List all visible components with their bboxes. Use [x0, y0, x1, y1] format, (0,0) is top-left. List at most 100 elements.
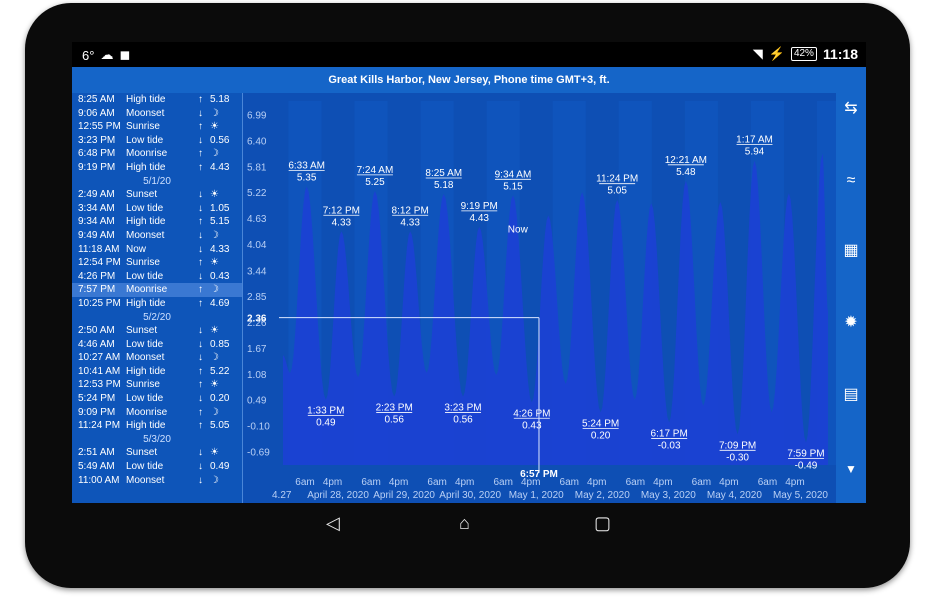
tide-time-label: 5:24 PM [582, 418, 619, 429]
tide-event-row[interactable]: 10:27 AM Moonset ↓ ☽ [72, 351, 242, 365]
event-value: ☽ [210, 107, 219, 119]
event-name: Low tide [126, 461, 164, 473]
event-time: 10:25 PM [78, 297, 121, 309]
page-title: Great Kills Harbor, New Jersey, Phone ti… [72, 67, 866, 93]
event-arrow: ↓ [198, 189, 203, 201]
event-arrow: ↑ [198, 216, 203, 228]
event-time: 9:49 AM [78, 229, 115, 241]
clock: 11:18 [822, 46, 858, 62]
event-time: 9:09 PM [78, 406, 116, 418]
back-button[interactable]: ◁ [326, 513, 340, 533]
tide-event-row[interactable]: 9:34 AM High tide ↑ 5.15 [72, 215, 242, 229]
tide-event-row[interactable]: 12:55 PM Sunrise ↑ ☀ [72, 120, 242, 134]
y-tick-label: 0.49 [247, 396, 267, 407]
waves-icon[interactable]: ≈ [846, 172, 856, 189]
event-name: Moonset [126, 474, 165, 486]
tide-event-row[interactable]: 9:49 AM Moonset ↓ ☽ [72, 229, 242, 243]
x-tick-label: 6am [758, 477, 777, 488]
event-value: 0.20 [210, 393, 230, 405]
event-time: 12:53 PM [78, 379, 121, 391]
x-tick-label: 4pm [719, 477, 738, 488]
map-icon[interactable]: ▤ [843, 386, 859, 403]
tide-event-row[interactable]: 4:46 AM Low tide ↓ 0.85 [72, 338, 242, 352]
event-value: ☀ [210, 121, 219, 133]
tide-event-row[interactable]: 3:34 AM Low tide ↓ 1.05 [72, 202, 242, 216]
tide-event-row[interactable]: 2:50 AM Sunset ↓ ☀ [72, 324, 242, 338]
tide-event-row[interactable]: 11:00 AM Moonset ↓ ☽ [72, 474, 242, 488]
tide-event-row[interactable]: 11:24 PM High tide ↑ 5.05 [72, 419, 242, 433]
x-date-label: April 29, 2020 [373, 490, 435, 501]
tide-time-label: 4:26 PM [513, 408, 550, 419]
y-tick-label: -0.10 [247, 422, 270, 433]
event-name: High tide [126, 161, 166, 173]
y-tick-label: -0.69 [247, 447, 270, 458]
tide-event-row[interactable]: 9:09 PM Moonrise ↑ ☽ [72, 406, 242, 420]
tide-height-label: 5.18 [434, 180, 454, 191]
tide-event-row[interactable]: 12:53 PM Sunrise ↑ ☀ [72, 378, 242, 392]
y-tick-label: 4.63 [247, 214, 267, 225]
event-name: Sunrise [126, 257, 160, 269]
recents-button[interactable]: ▢ [594, 513, 612, 533]
event-time: 3:23 PM [78, 134, 116, 146]
chevron-down-icon[interactable]: ▼ [845, 462, 857, 476]
x-date-label: May 1, 2020 [509, 490, 564, 501]
tide-event-row[interactable]: 7:57 PM Moonrise ↑ ☽ [72, 283, 242, 297]
event-value: 0.49 [210, 461, 230, 473]
event-name: Low tide [126, 134, 164, 146]
x-tick-label: 6am [361, 477, 380, 488]
tide-event-row[interactable]: 5:49 AM Low tide ↓ 0.49 [72, 460, 242, 474]
tide-height-label: 4.33 [332, 217, 352, 228]
tide-chart[interactable]: 6.99 6.40 5.81 5.22 4.63 4.04 3.44 2.85 2.26 1.67… [243, 93, 866, 503]
tide-event-row[interactable]: 9:19 PM High tide ↑ 4.43 [72, 161, 242, 175]
weather-cloud-icon: ☁ [100, 47, 114, 62]
tide-event-row[interactable]: 8:25 AM High tide ↑ 5.18 [72, 93, 242, 107]
event-arrow: ↑ [198, 297, 203, 309]
x-tick-label: 6am [560, 477, 579, 488]
tide-event-row[interactable]: 12:54 PM Sunrise ↑ ☀ [72, 256, 242, 270]
tide-event-row[interactable]: 9:06 AM Moonset ↓ ☽ [72, 107, 242, 121]
event-value: ☽ [210, 406, 219, 418]
tide-height-label: 5.05 [607, 186, 627, 197]
x-tick-label: 4pm [653, 477, 672, 488]
tide-height-label: 0.43 [522, 420, 542, 431]
tide-event-row[interactable]: 10:25 PM High tide ↑ 4.69 [72, 297, 242, 311]
tide-events-list[interactable]: 8:25 AM High tide ↑ 5.18 9:06 AM Moonset ↓ ☽ 12:… [72, 93, 243, 503]
tide-chart-svg[interactable]: 6.99 6.40 5.81 5.22 4.63 4.04 3.44 2.85 2.26 1.67… [243, 93, 866, 503]
grid-icon[interactable]: ▦ [843, 242, 859, 259]
tide-event-row[interactable]: 10:41 AM High tide ↑ 5.22 [72, 365, 242, 379]
event-value: 5.22 [210, 365, 230, 377]
tide-height-label: 5.25 [365, 177, 385, 188]
tide-height-label: 0.56 [384, 415, 404, 426]
tide-event-row[interactable]: 11:18 AM Now ↓ 4.33 [72, 243, 242, 257]
settings-icon[interactable]: ✹ [844, 314, 858, 331]
x-date-label: 4.27 [272, 490, 292, 501]
tide-event-row[interactable]: 4:26 PM Low tide ↓ 0.43 [72, 270, 242, 284]
wifi-icon: ◥ [752, 46, 763, 61]
event-value: ☀ [210, 447, 219, 459]
tide-height-label: 4.33 [400, 217, 420, 228]
tide-event-row[interactable]: 5:24 PM Low tide ↓ 0.20 [72, 392, 242, 406]
tide-event-row[interactable]: 6:48 PM Moonrise ↑ ☽ [72, 147, 242, 161]
event-name: High tide [126, 216, 166, 228]
x-date-label: May 5, 2020 [773, 490, 828, 501]
tide-time-label: 6:17 PM [651, 428, 688, 439]
tide-event-row[interactable]: 2:51 AM Sunset ↓ ☀ [72, 446, 242, 460]
event-time: 10:41 AM [78, 365, 121, 377]
swap-icon[interactable]: ⇆ [844, 100, 858, 117]
event-arrow: ↓ [198, 134, 203, 146]
x-tick-label: 4pm [455, 477, 474, 488]
event-value: 5.18 [210, 94, 230, 105]
tide-event-row[interactable]: 3:23 PM Low tide ↓ 0.56 [72, 134, 242, 148]
event-arrow: ↑ [198, 94, 203, 105]
home-button[interactable]: ⌂ [459, 513, 470, 533]
tide-event-row[interactable]: 2:49 AM Sunset ↓ ☀ [72, 188, 242, 202]
cursor-time-label: 6:57 PM [520, 469, 558, 480]
event-value: ☽ [210, 352, 219, 364]
date-separator: 5/2/20 [143, 311, 171, 323]
event-name: Low tide [126, 393, 164, 405]
tide-height-label: 0.20 [591, 430, 611, 441]
tide-time-label: 7:09 PM [719, 440, 756, 451]
x-tick-label: 4pm [785, 477, 804, 488]
event-name: High tide [126, 420, 166, 432]
event-value: 4.33 [210, 243, 230, 255]
